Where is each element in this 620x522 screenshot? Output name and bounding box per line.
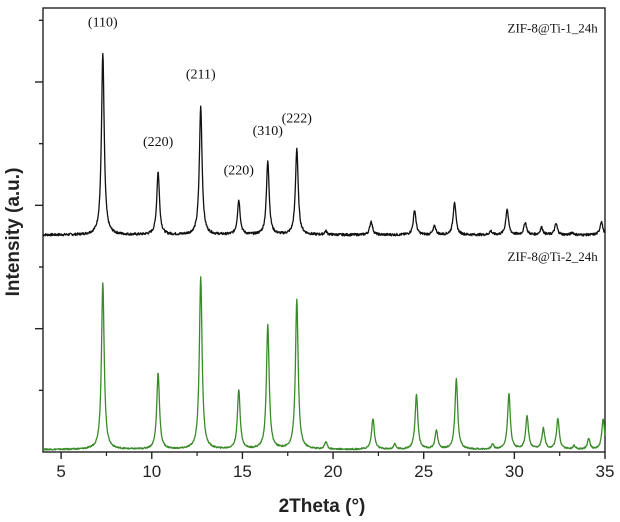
x-tick-label: 15 [233, 462, 252, 481]
y-axis-ticks [35, 19, 43, 392]
peak-annotation: (110) [88, 16, 118, 31]
x-tick-label: 35 [596, 462, 615, 481]
series-label: ZIF-8@Ti-1_24h [508, 21, 599, 36]
peak-annotation: (220) [143, 135, 174, 150]
x-tick-label: 10 [142, 462, 161, 481]
x-tick-label: 30 [505, 462, 524, 481]
x-axis-ticks: 5 10 15 20 25 30 35 [56, 452, 614, 481]
y-axis-title: Intensity (a.u.) [3, 168, 24, 297]
peak-annotation: (310) [253, 124, 284, 139]
plot-frame [42, 7, 606, 453]
x-tick-label: 20 [324, 462, 343, 481]
x-tick-label: 25 [414, 462, 433, 481]
plot-border [42, 7, 606, 453]
peak-annotation: (211) [186, 67, 216, 82]
series-lines [42, 52, 606, 451]
series-labels: ZIF-8@Ti-1_24h ZIF-8@Ti-2_24h [508, 21, 599, 264]
peak-annotations: (110) (220) (211) (220) (310)(222) [88, 16, 312, 179]
peak-annotation: (220) [224, 164, 255, 179]
peak-annotation: (222) [282, 112, 313, 127]
x-axis-title: 2Theta (°) [279, 496, 366, 517]
series-line-2 [42, 276, 606, 451]
x-tick-label: 5 [56, 462, 65, 481]
series-line-1 [42, 52, 606, 237]
series-label: ZIF-8@Ti-2_24h [508, 249, 599, 264]
